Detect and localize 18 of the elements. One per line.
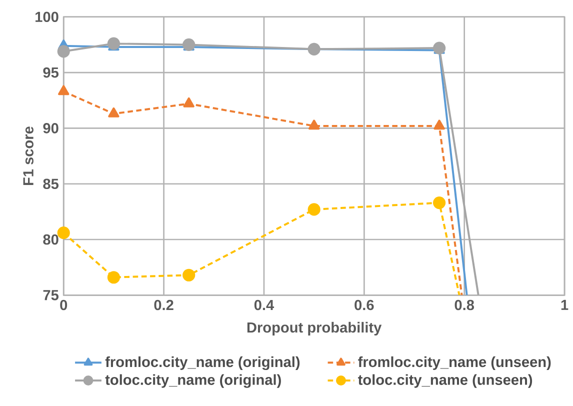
x-tick-label: 0.4	[254, 300, 274, 310]
legend-label: toloc.city_name (unseen)	[358, 374, 532, 388]
legend-label: fromloc.city_name (unseen)	[358, 356, 551, 370]
y-tick-label: 80	[43, 234, 58, 244]
y-tick-label: 75	[43, 290, 59, 300]
y-tick-label: 95	[43, 67, 59, 78]
x-axis-title: Dropout probability	[247, 322, 382, 336]
legend-label: toloc.city_name (original)	[105, 374, 281, 388]
y-tick-label: 90	[43, 122, 58, 134]
legend-label: fromloc.city_name (original)	[105, 356, 300, 370]
y-tick-label: 85	[43, 178, 59, 189]
x-tick-label: 0.2	[154, 300, 174, 310]
y-tick-label: 100	[36, 12, 58, 22]
x-tick-label: 1	[561, 300, 568, 310]
y-axis-title: F1 score	[23, 126, 34, 185]
x-tick-label: 0	[60, 300, 68, 310]
x-tick-label: 0.8	[454, 300, 474, 310]
x-tick-label: 0.6	[354, 300, 374, 310]
